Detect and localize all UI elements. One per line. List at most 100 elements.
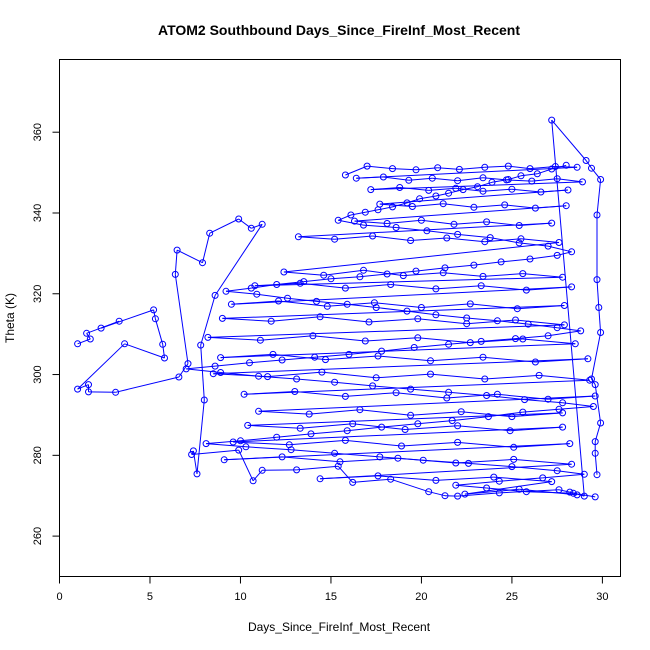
y-tick-label: 280 (32, 446, 44, 464)
x-tick-label: 30 (596, 591, 608, 603)
data-point (244, 421, 252, 429)
series-line-segment (417, 318, 467, 325)
series-line-segment (455, 458, 514, 464)
series-line-segment (314, 353, 350, 358)
data-point (504, 162, 512, 170)
series-line-segment (551, 120, 585, 497)
data-point (258, 466, 266, 474)
series-line-segment (470, 338, 523, 344)
data-point (479, 272, 487, 280)
series-line-segment (222, 317, 272, 322)
data-point (452, 459, 460, 467)
data-point (197, 341, 205, 349)
series-line-segment (207, 336, 261, 341)
series-line-segment (529, 166, 556, 170)
series-line-segment (213, 358, 588, 375)
series-line-segment (224, 456, 283, 461)
series-line-segment (457, 233, 491, 239)
data-point (347, 211, 355, 219)
data-point (481, 375, 489, 383)
data-point (97, 324, 105, 332)
series-line-segment (405, 425, 458, 430)
data-point (531, 358, 539, 366)
x-tick-label: 0 (56, 591, 62, 603)
series-line-segment (354, 205, 567, 222)
series-line-segment (231, 286, 572, 305)
data-point (452, 184, 460, 192)
data-point (484, 413, 492, 421)
data-point (313, 297, 320, 305)
data-point (235, 215, 243, 223)
y-tick-label: 300 (32, 365, 44, 383)
data-point (399, 272, 407, 280)
data-point (305, 410, 313, 418)
data-point (334, 216, 342, 224)
data-point (237, 437, 244, 445)
data-point (280, 268, 288, 276)
data-point (246, 359, 253, 367)
data-point (83, 329, 91, 337)
data-point (173, 246, 181, 254)
series-line-segment (220, 343, 576, 359)
data-point (356, 273, 364, 281)
data-point (463, 320, 471, 328)
data-point (580, 492, 588, 500)
series-line-segment (596, 179, 602, 216)
series-line-segment (542, 473, 585, 479)
data-point (559, 423, 567, 431)
series-line-segment (515, 319, 565, 326)
series-line-segment (387, 270, 417, 275)
series-line-segment (178, 363, 189, 378)
series-line-segment (482, 188, 512, 192)
series-line-segment (473, 204, 505, 208)
series-1-lines (186, 164, 596, 498)
series-line-segment (247, 424, 301, 429)
data-point (588, 375, 595, 383)
data-point (454, 230, 462, 238)
data-point (508, 413, 516, 421)
data-point (573, 163, 581, 171)
series-line-segment (428, 187, 456, 191)
data-point (285, 441, 293, 449)
data-point (217, 354, 225, 362)
data-point (432, 476, 440, 484)
data-point (267, 317, 275, 325)
data-point (296, 424, 304, 432)
series-line-segment (484, 165, 509, 168)
data-point (256, 336, 264, 344)
data-point (439, 200, 447, 208)
series-line-segment (251, 223, 263, 229)
series-line-segment (397, 457, 456, 464)
data-point (341, 436, 349, 444)
series-line-segment (309, 409, 360, 415)
data-point (206, 229, 214, 237)
data-point (519, 408, 527, 416)
data-point (211, 291, 219, 299)
data-point (227, 300, 235, 308)
data-point (544, 242, 552, 250)
series-line-segment (511, 188, 541, 193)
series-line-segment (531, 178, 558, 182)
data-point (398, 442, 405, 450)
series-line-segment (557, 327, 581, 332)
series-line-segment (591, 332, 602, 380)
plot-border (59, 59, 621, 577)
series-line-segment (548, 330, 581, 337)
data-point (294, 233, 302, 241)
series-line-segment (310, 430, 348, 435)
series-line-segment (446, 237, 485, 243)
data-point (331, 449, 339, 457)
series-line-segment (254, 282, 301, 287)
series-3-points (204, 162, 599, 499)
series-line-segment (473, 261, 502, 266)
data-point (544, 332, 552, 340)
series-line-segment (247, 412, 563, 426)
data-point (74, 385, 82, 393)
series-line-segment (298, 222, 552, 238)
series-line-segment (339, 457, 398, 463)
series-line-segment (215, 362, 250, 367)
series-line-segment (320, 316, 370, 323)
data-point (553, 175, 561, 183)
data-point (564, 186, 572, 194)
